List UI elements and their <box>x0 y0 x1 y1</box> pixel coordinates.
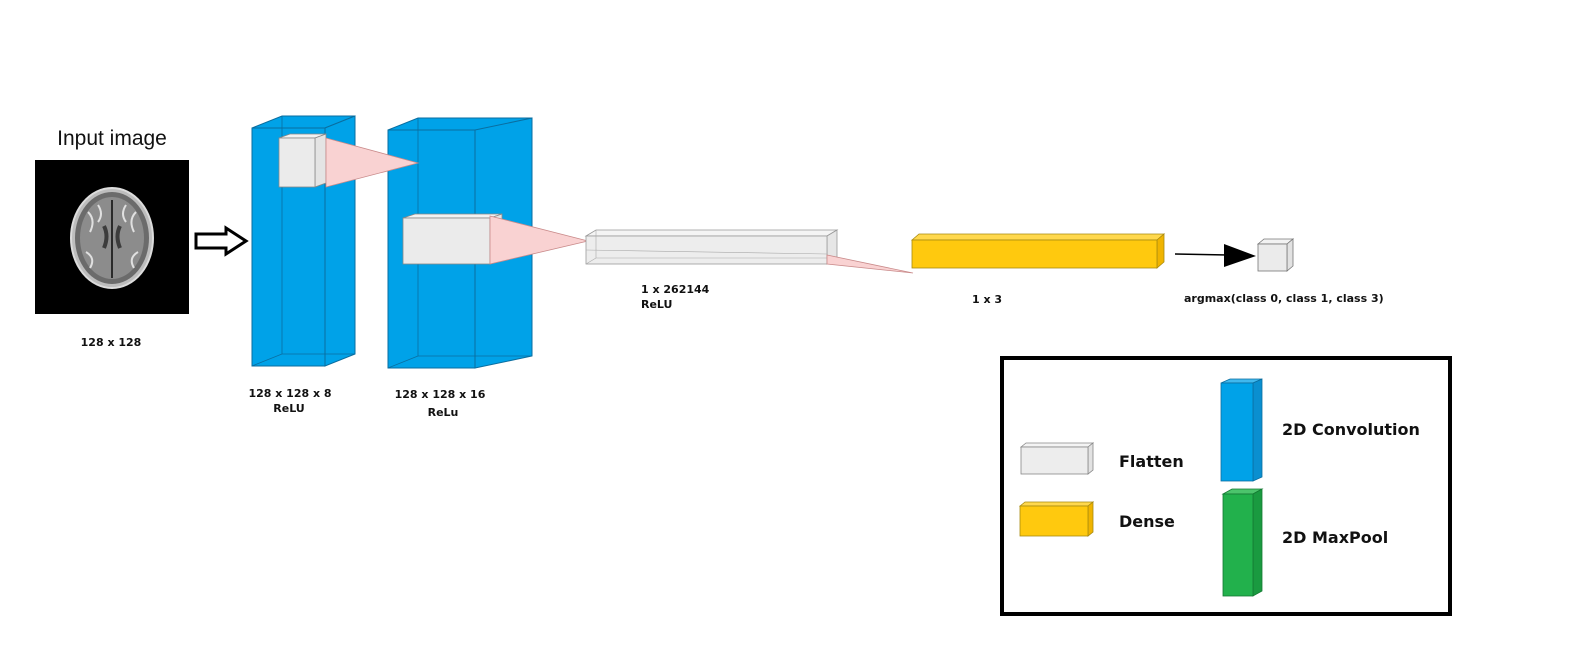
flatten-dims-label: 1 x 262144 <box>641 283 710 296</box>
output-arrow-icon <box>1174 244 1256 267</box>
receptive-field-2 <box>489 215 589 265</box>
input-image <box>35 160 189 314</box>
legend-dense-label: Dense <box>1119 512 1175 531</box>
legend-maxpool-swatch <box>1221 488 1264 597</box>
output-cube <box>1256 238 1295 272</box>
conv2-activation-label: ReLu <box>427 406 459 419</box>
legend-dense-swatch <box>1018 501 1095 537</box>
conv1-activation-label: ReLU <box>273 402 305 415</box>
brain-mri-icon <box>70 187 154 289</box>
input-image-title: Input image <box>57 127 167 150</box>
legend-conv-swatch <box>1220 378 1263 482</box>
legend-conv-label: 2D Convolution <box>1282 420 1420 439</box>
input-arrow-icon <box>194 225 249 257</box>
conv1-dims-label: 128 x 128 x 8 <box>248 387 332 400</box>
dense-block <box>910 233 1166 269</box>
receptive-field-3 <box>826 254 914 274</box>
receptive-field-1 <box>325 137 420 188</box>
output-label: argmax(class 0, class 1, class 3) <box>1184 292 1384 305</box>
legend-flatten-label: Flatten <box>1119 452 1184 471</box>
dense-dims-label: 1 x 3 <box>971 293 1003 306</box>
legend-flatten-swatch <box>1019 442 1095 475</box>
flatten-block <box>584 229 839 265</box>
conv2-dims-label: 128 x 128 x 16 <box>394 388 486 401</box>
legend <box>1000 356 1452 616</box>
input-size-label: 128 x 128 <box>80 336 142 349</box>
flatten-activation-label: ReLU <box>641 298 673 311</box>
legend-maxpool-label: 2D MaxPool <box>1282 528 1389 547</box>
